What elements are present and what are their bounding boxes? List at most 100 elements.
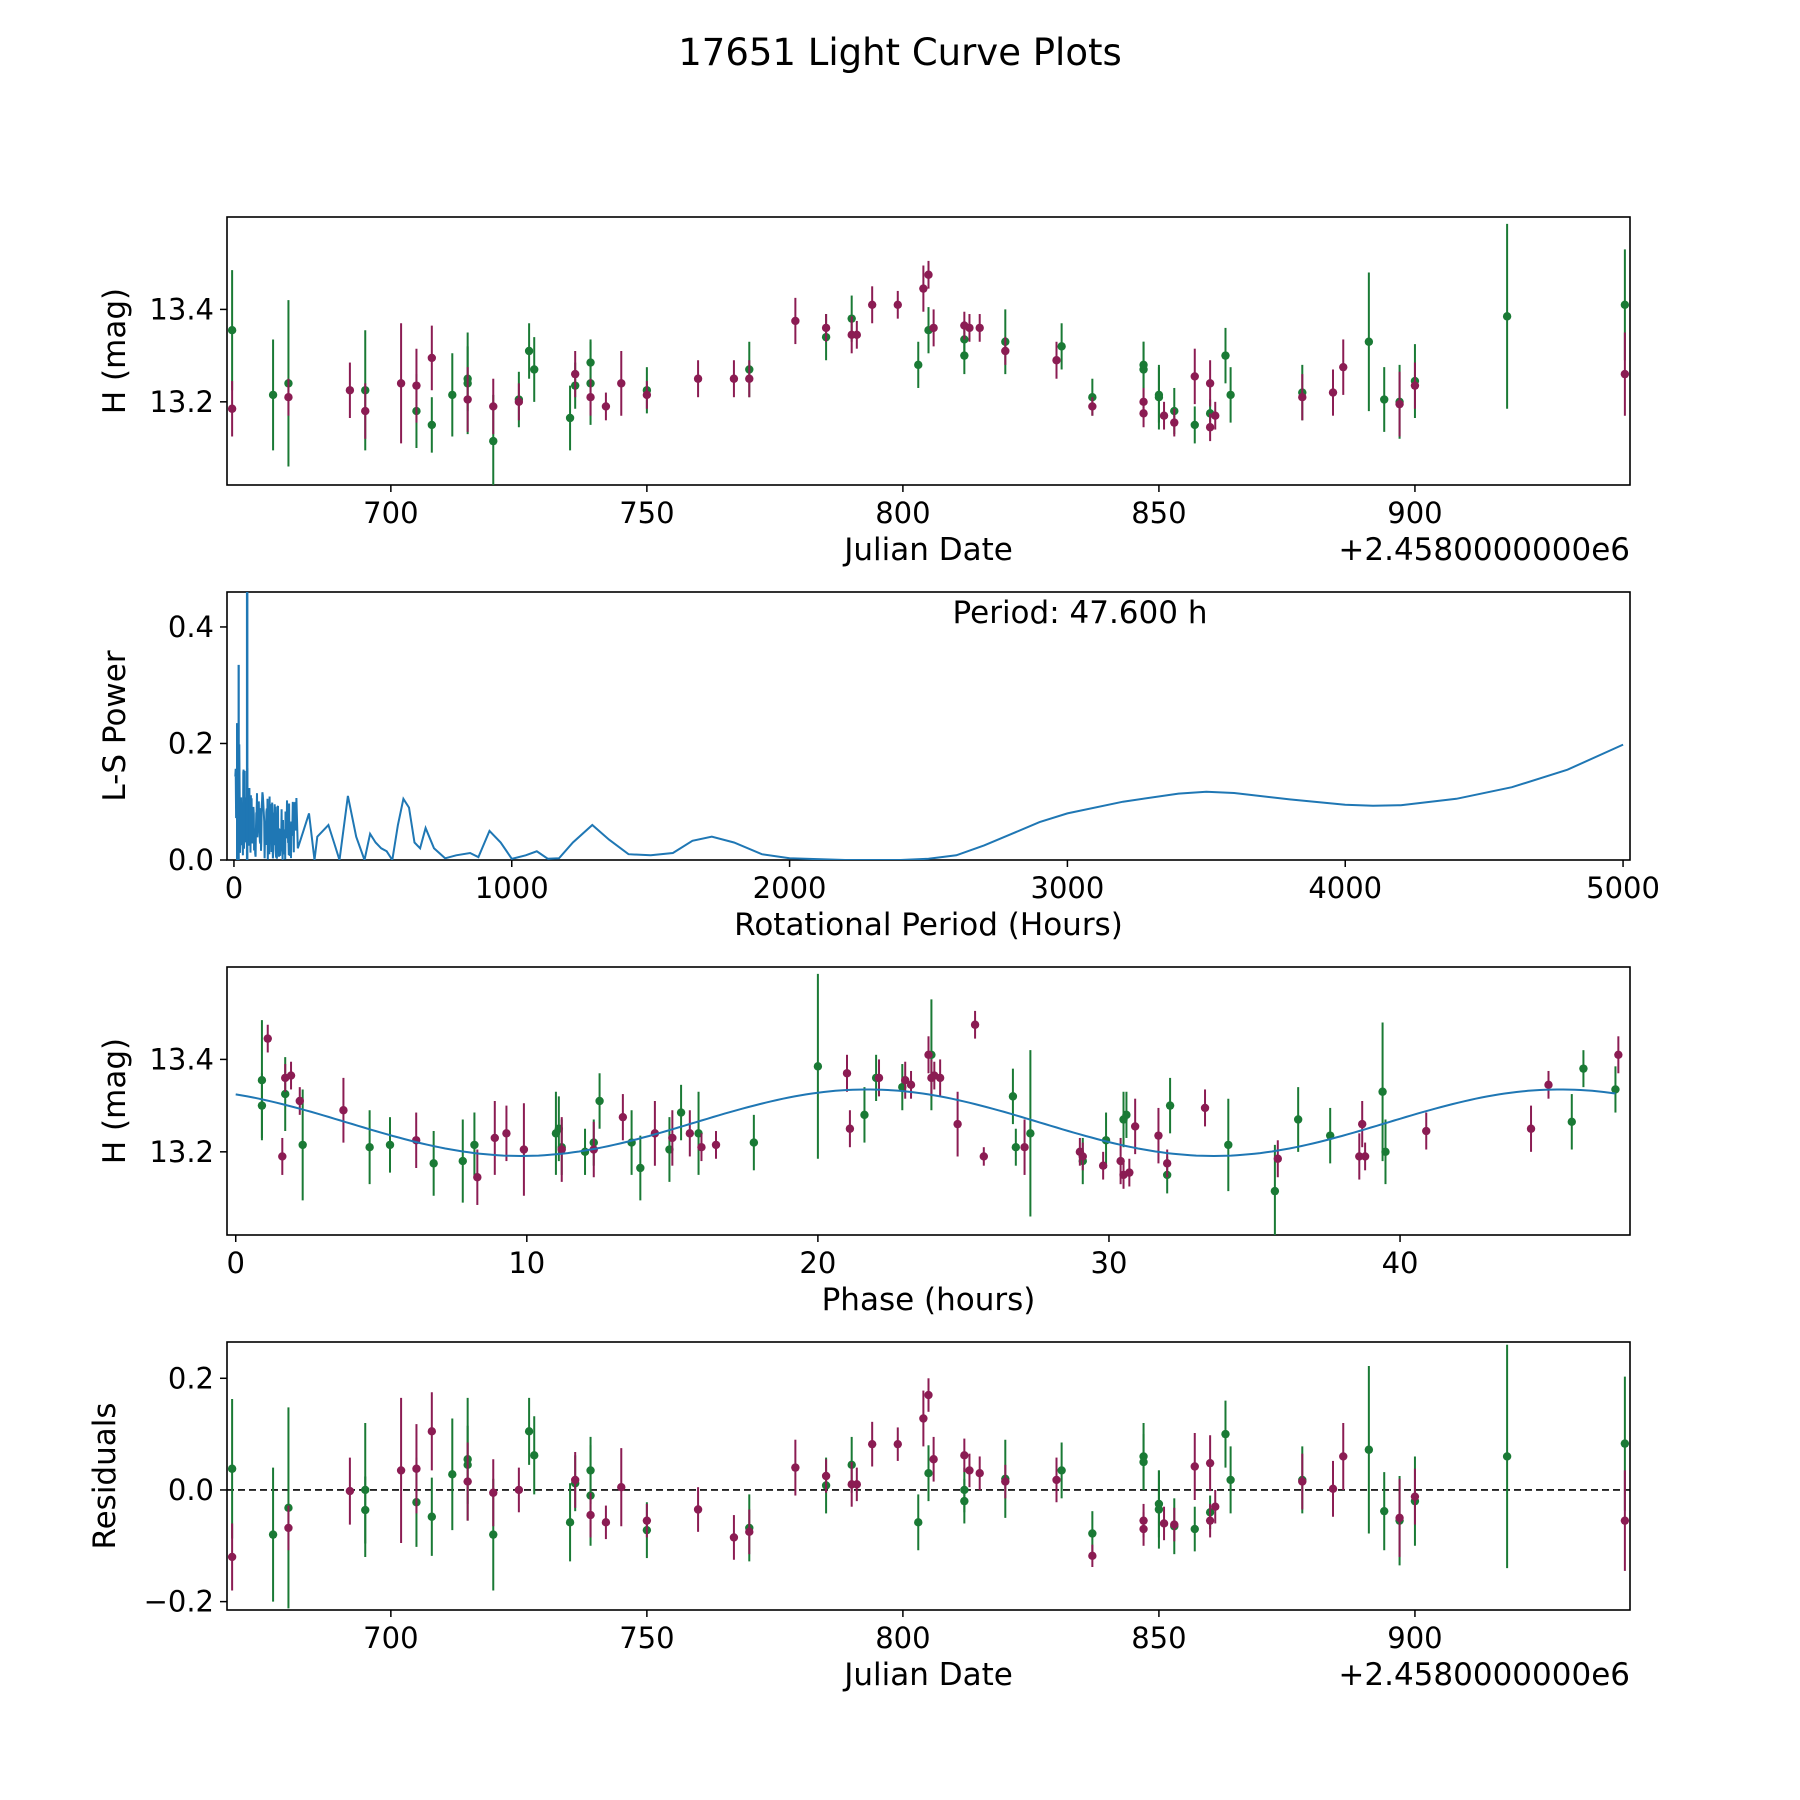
maroon-data-point bbox=[586, 393, 595, 402]
maroon-data-point bbox=[618, 1112, 628, 1122]
green-data-point bbox=[1088, 1529, 1097, 1538]
maroon-data-point bbox=[463, 395, 472, 404]
maroon-data-point bbox=[924, 1390, 933, 1400]
green-data-point bbox=[489, 436, 498, 446]
maroon-data-point bbox=[1620, 1516, 1630, 1525]
maroon-data-point bbox=[1395, 399, 1404, 409]
green-data-point bbox=[595, 1096, 604, 1106]
data-layer bbox=[227, 1344, 1630, 1609]
maroon-data-point bbox=[1205, 1516, 1215, 1525]
maroon-data-point bbox=[979, 1152, 989, 1161]
y-tick-label: −0.2 bbox=[144, 1585, 214, 1619]
maroon-data-point bbox=[975, 323, 984, 333]
green-data-point bbox=[448, 390, 457, 400]
maroon-data-point bbox=[1190, 1462, 1199, 1471]
maroon-data-point bbox=[1298, 1477, 1307, 1486]
maroon-data-point bbox=[1544, 1080, 1553, 1090]
x-tick-label: 5000 bbox=[1586, 871, 1660, 905]
green-data-point bbox=[1364, 1445, 1374, 1454]
maroon-data-point bbox=[842, 1069, 852, 1078]
data-layer bbox=[234, 592, 1624, 860]
y-tick-label: 13.4 bbox=[149, 292, 214, 326]
maroon-data-point bbox=[642, 1516, 652, 1525]
maroon-data-point bbox=[1422, 1126, 1431, 1136]
green-data-point bbox=[1190, 420, 1199, 430]
green-data-point bbox=[1611, 1085, 1620, 1094]
maroon-data-point bbox=[396, 379, 406, 388]
maroon-data-point bbox=[929, 323, 938, 333]
maroon-data-point bbox=[1328, 388, 1338, 397]
green-data-point bbox=[530, 1451, 539, 1460]
maroon-data-point bbox=[427, 353, 437, 363]
maroon-data-point bbox=[1052, 356, 1061, 365]
maroon-data-point bbox=[617, 379, 626, 388]
maroon-data-point bbox=[845, 1124, 855, 1133]
green-data-point bbox=[1057, 342, 1066, 351]
green-data-point bbox=[1139, 1457, 1148, 1467]
green-data-point bbox=[1620, 300, 1630, 309]
maroon-data-point bbox=[489, 402, 498, 411]
periodogram-panel: 0 1000 2000 3000 4000 5000 0.0 0.2 0.4 Rotational… bbox=[97, 591, 1660, 943]
maroon-data-point bbox=[906, 1080, 916, 1090]
green-data-point bbox=[914, 360, 923, 370]
y-tick-label: 13.2 bbox=[149, 385, 214, 419]
green-data-point bbox=[1579, 1064, 1588, 1073]
maroon-data-point bbox=[1154, 1131, 1163, 1140]
green-data-point bbox=[1364, 337, 1374, 346]
maroon-data-point bbox=[284, 1523, 293, 1533]
maroon-data-point bbox=[697, 1143, 706, 1152]
maroon-data-point bbox=[278, 1152, 287, 1161]
x-tick-label: 900 bbox=[1387, 1621, 1442, 1655]
maroon-data-point bbox=[345, 386, 355, 395]
maroon-data-point bbox=[1328, 1484, 1338, 1494]
maroon-data-point bbox=[473, 1173, 482, 1182]
green-data-point bbox=[813, 1062, 823, 1071]
green-data-point bbox=[1378, 1087, 1387, 1096]
green-data-point bbox=[960, 351, 969, 360]
maroon-data-point bbox=[412, 381, 421, 390]
green-data-point bbox=[565, 413, 575, 423]
maroon-data-point bbox=[821, 1471, 831, 1481]
x-axis-label: Julian Date bbox=[842, 1657, 1013, 1693]
maroon-data-point bbox=[617, 1482, 626, 1492]
maroon-data-point bbox=[295, 1096, 304, 1106]
axes-frame bbox=[226, 591, 1631, 861]
x-axis-label: Julian Date bbox=[842, 532, 1013, 568]
x-tick-label: 900 bbox=[1387, 496, 1442, 530]
y-axis-label: L-S Power bbox=[97, 650, 133, 801]
green-data-point bbox=[1270, 1186, 1280, 1196]
green-data-point bbox=[749, 1138, 759, 1147]
green-data-point bbox=[586, 1466, 595, 1475]
maroon-data-point bbox=[970, 1020, 980, 1029]
x-tick-label: 750 bbox=[619, 496, 674, 530]
maroon-data-point bbox=[867, 1439, 877, 1449]
maroon-data-point bbox=[685, 1129, 695, 1138]
maroon-data-point bbox=[286, 1071, 296, 1080]
maroon-data-point bbox=[1614, 1050, 1623, 1059]
green-data-point bbox=[257, 1101, 267, 1110]
x-tick-label: 850 bbox=[1131, 496, 1186, 530]
green-data-point bbox=[365, 1143, 374, 1152]
green-data-point bbox=[1190, 1524, 1199, 1534]
maroon-data-point bbox=[1139, 409, 1148, 418]
maroon-data-point bbox=[1620, 369, 1630, 379]
maroon-data-point bbox=[791, 316, 800, 326]
green-data-point bbox=[860, 1110, 869, 1120]
maroon-data-point bbox=[1162, 1159, 1172, 1168]
power-spectrum-line bbox=[234, 733, 1624, 860]
green-data-point bbox=[924, 1469, 933, 1478]
maroon-data-point bbox=[514, 397, 524, 407]
green-data-point bbox=[470, 1140, 479, 1150]
maroon-data-point bbox=[791, 1463, 800, 1472]
light-curve-panel: 700 750 800 850 900 13.2 13.4 Julian Date H (mag… bbox=[97, 216, 1631, 568]
green-data-point bbox=[268, 1530, 278, 1539]
x-axis-label: Rotational Period (Hours) bbox=[734, 907, 1123, 943]
x-tick-label: 2000 bbox=[753, 871, 827, 905]
maroon-data-point bbox=[514, 1485, 524, 1495]
maroon-data-point bbox=[570, 1475, 580, 1485]
maroon-data-point bbox=[601, 1518, 611, 1527]
green-data-point bbox=[429, 1159, 438, 1168]
maroon-data-point bbox=[361, 406, 370, 416]
maroon-data-point bbox=[601, 402, 611, 411]
green-data-point bbox=[1165, 1101, 1175, 1110]
